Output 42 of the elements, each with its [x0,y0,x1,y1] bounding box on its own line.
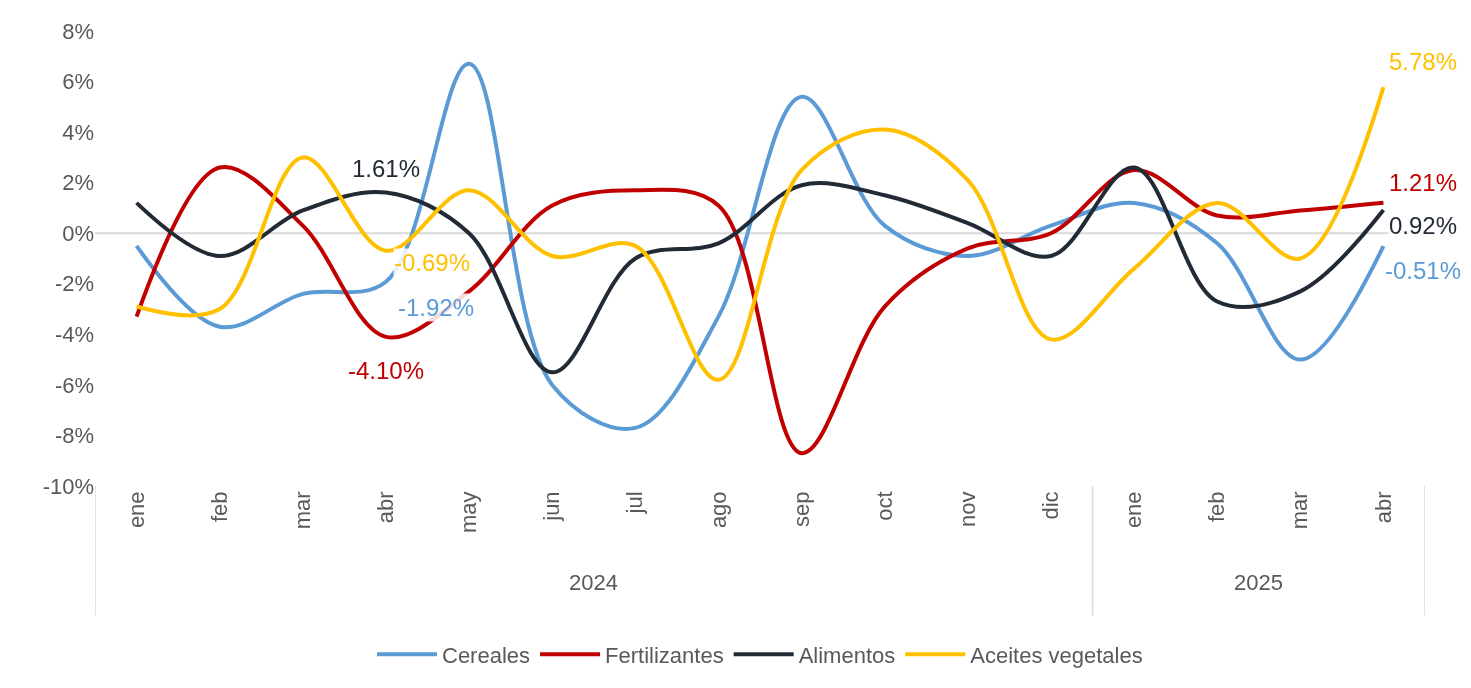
y-tick-label: -10% [42,473,94,499]
line-series [134,61,1386,431]
data-label: -0.69% [394,249,471,276]
y-tick-label: 0% [62,220,94,246]
data-label: 5.78% [1389,48,1458,75]
y-tick-label: -6% [54,372,94,398]
data-label: 1.21% [1389,169,1458,196]
x-tick-label: ago [705,491,731,529]
x-tick-label: may [456,491,482,533]
y-tick-label: 4% [62,119,94,145]
text: 2025 [1234,570,1283,595]
legend-label: Alimentos [798,642,896,668]
x-tick-label: dic [1038,491,1064,520]
data-label: -4.10% [348,357,425,384]
data-label: -0.51% [1385,257,1462,284]
data-label: 0.92% [1389,212,1458,239]
y-tick-label: 8% [62,18,94,44]
x-tick-label: ene [1121,491,1147,529]
y-tick-label: -2% [54,271,94,297]
y-tick-label: 2% [62,170,94,196]
line-series [134,85,1386,382]
x-tick-label: sep [788,491,814,527]
x-tick-label: feb [206,491,232,522]
x-tick-label: nov [954,491,980,527]
x-tick-label: mar [289,491,315,530]
x-tick-label: feb [1204,491,1230,522]
legend-label: Cereales [442,642,531,668]
data-label: 1.61% [352,155,421,182]
x-tick-label: ene [123,491,149,529]
x-tick-label: jul [622,491,648,515]
x-tick-label: mar [1287,491,1313,530]
legend-label: Aceites vegetales [970,642,1143,668]
y-tick-label: -8% [54,423,94,449]
x-tick-label: abr [1370,491,1396,524]
legend-label: Fertilizantes [605,642,724,668]
y-tick-label: -4% [54,322,94,348]
x-tick-label: jun [539,491,565,522]
x-tick-label: oct [871,491,897,521]
y-tick-label: 6% [62,69,94,95]
data-label: -1.92% [398,294,475,321]
x-tick-label: abr [373,491,399,524]
text: 2024 [569,570,618,595]
